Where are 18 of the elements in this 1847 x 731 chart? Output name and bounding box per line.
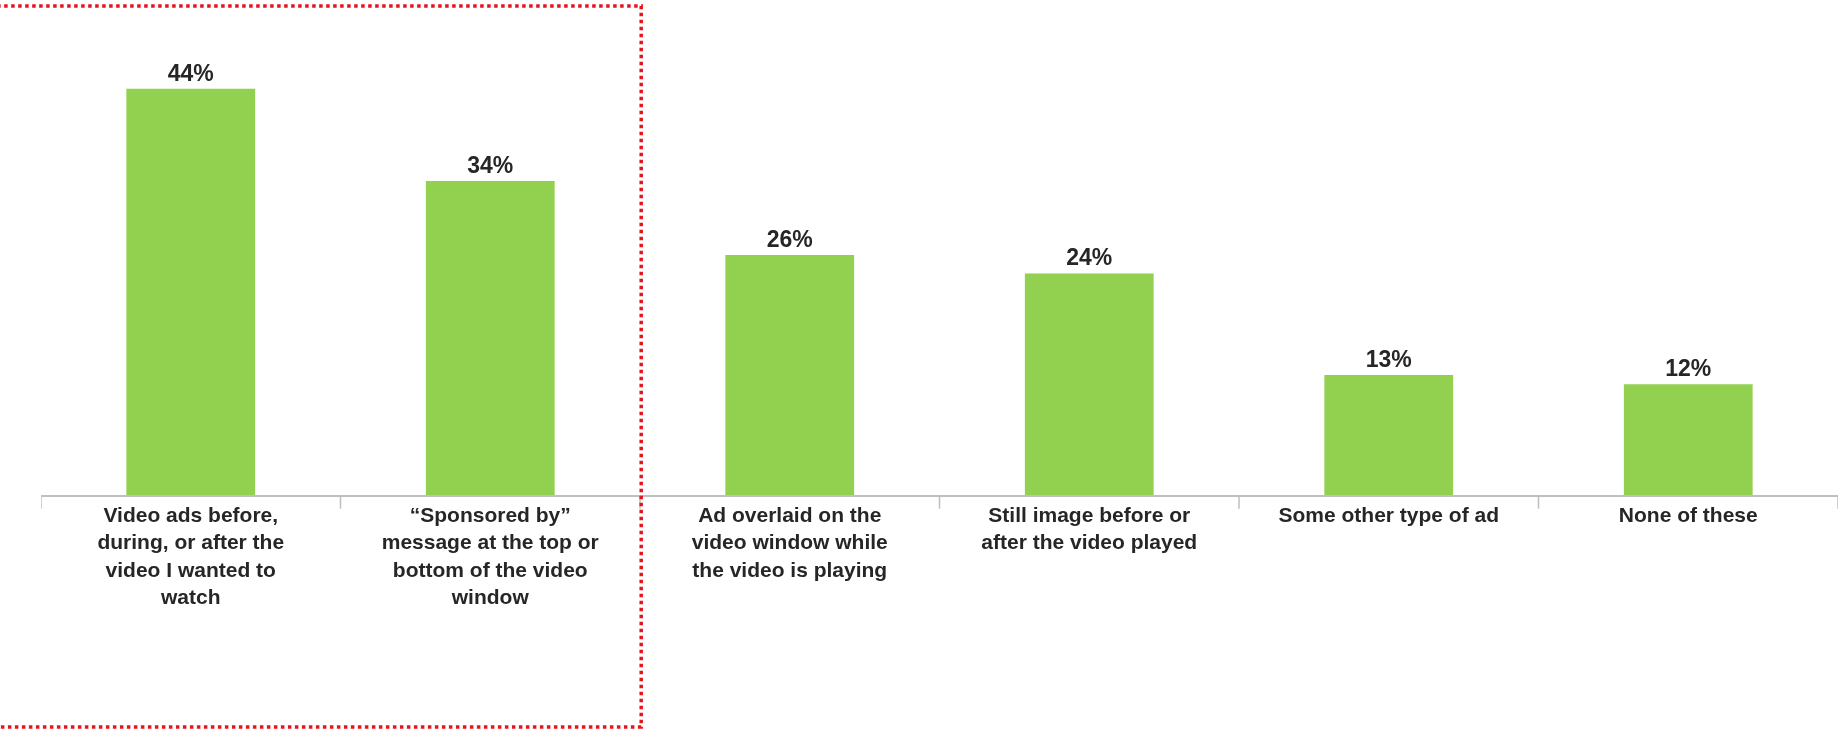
x-tick-label: Still image before or after the video played (981, 502, 1198, 554)
bar (1024, 273, 1154, 495)
bar (425, 181, 555, 495)
bar (725, 254, 855, 495)
data-label: 34% (467, 152, 514, 179)
data-label: 13% (1365, 345, 1412, 372)
bar (126, 88, 256, 495)
bar (1623, 384, 1753, 495)
data-label: 44% (167, 59, 214, 86)
bar (1324, 374, 1454, 495)
x-tick-label: “Sponsored by” message at the top or bottom of the video window (381, 502, 599, 608)
data-label: 26% (766, 225, 813, 252)
x-tick-label: Video ads before, during, or after the video I wanted to watch (97, 502, 285, 608)
x-tick-label: None of these (1618, 502, 1758, 526)
x-tick-label: Some other type of ad (1278, 502, 1500, 526)
x-tick-label: Ad overlaid on the video window while the video is playing (691, 502, 888, 581)
data-label: 24% (1066, 244, 1113, 271)
data-label: 12% (1665, 355, 1712, 382)
